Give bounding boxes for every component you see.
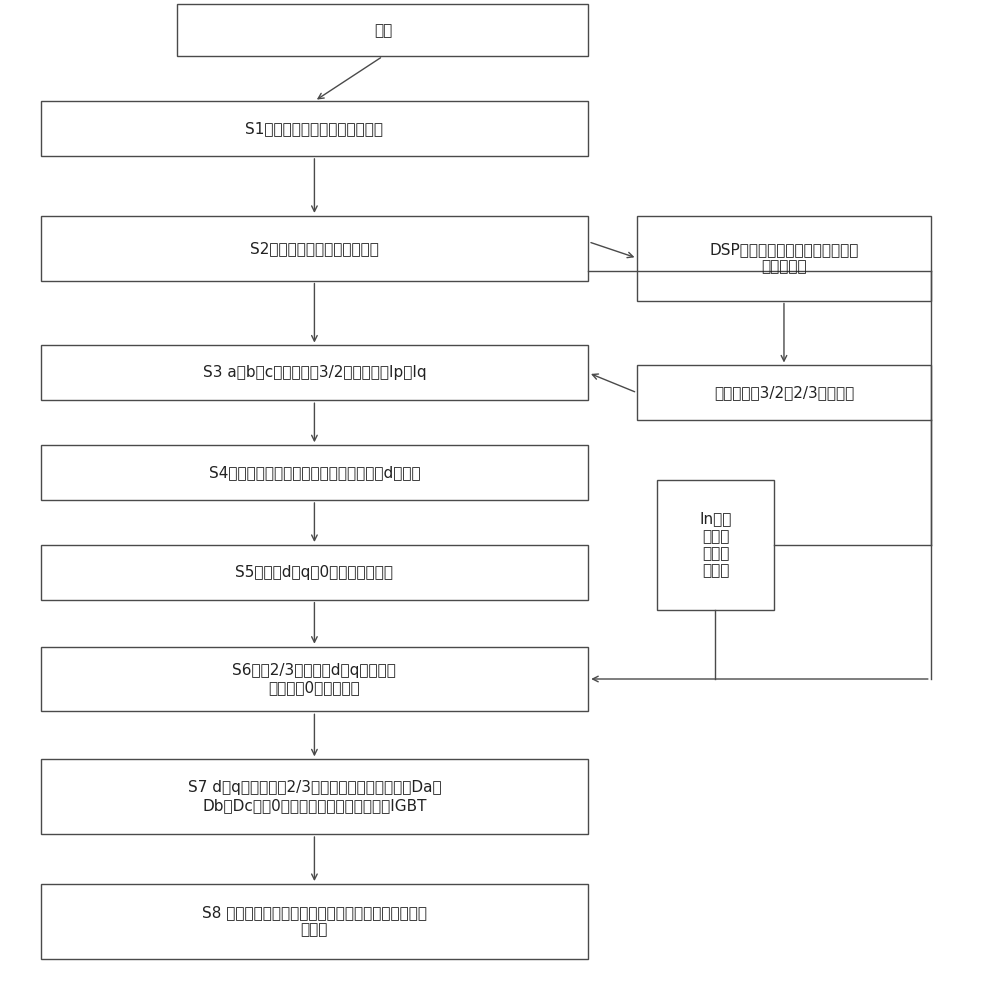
FancyBboxPatch shape: [40, 759, 589, 834]
Text: S6经过2/3变换得到d、q空比值，
直接得到0轴占空比值: S6经过2/3变换得到d、q空比值， 直接得到0轴占空比值: [232, 663, 396, 695]
Text: S2电压电流信号经过滤波处理: S2电压电流信号经过滤波处理: [250, 241, 379, 256]
FancyBboxPatch shape: [40, 647, 589, 711]
FancyBboxPatch shape: [638, 216, 931, 301]
Text: DSP内锁相环参考滤波后的信号产
生参考相位: DSP内锁相环参考滤波后的信号产 生参考相位: [709, 242, 858, 274]
FancyBboxPatch shape: [638, 365, 931, 420]
FancyBboxPatch shape: [40, 216, 589, 281]
Text: S5设置的d、q、0轴的目标参考值: S5设置的d、q、0轴的目标参考值: [235, 565, 393, 580]
Text: S7 d、q占空比经过2/3变换得到三相各自占空比Da、
Db、Dc并与0轴占空比值一起输出至控制IGBT: S7 d、q占空比经过2/3变换得到三相各自占空比Da、 Db、Dc并与0轴占空…: [187, 780, 441, 813]
Text: S4由直流电压差值经比例积分控制器计算d轴参考: S4由直流电压差值经比例积分控制器计算d轴参考: [209, 465, 420, 480]
FancyBboxPatch shape: [178, 4, 589, 56]
FancyBboxPatch shape: [40, 884, 589, 959]
Text: 启动: 启动: [374, 23, 392, 38]
FancyBboxPatch shape: [40, 345, 589, 400]
Text: S3 a、b、c相电流经过3/2坐标转换为Ip、Iq: S3 a、b、c相电流经过3/2坐标转换为Ip、Iq: [203, 365, 426, 380]
Text: S8 根据占空比产生补偿电流完成该时刻的补偿，使负
荷平衡: S8 根据占空比产生补偿电流完成该时刻的补偿，使负 荷平衡: [202, 905, 427, 938]
FancyBboxPatch shape: [40, 445, 589, 500]
Text: S1传感器实时采集电网电压电流: S1传感器实时采集电网电压电流: [245, 121, 384, 136]
FancyBboxPatch shape: [657, 480, 774, 610]
Text: In直接
给到比
例积分
控制器: In直接 给到比 例积分 控制器: [699, 511, 732, 578]
FancyBboxPatch shape: [40, 545, 589, 600]
FancyBboxPatch shape: [40, 101, 589, 156]
Text: 参考相位供3/2、2/3同时使用: 参考相位供3/2、2/3同时使用: [714, 385, 854, 400]
